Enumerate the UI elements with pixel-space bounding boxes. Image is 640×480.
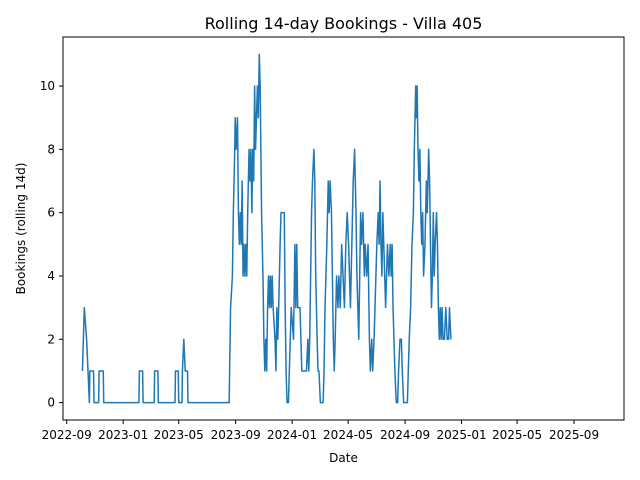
x-tick-label: 2023-01	[98, 428, 148, 442]
y-tick-label: 8	[47, 142, 55, 156]
x-tick-label: 2022-09	[42, 428, 92, 442]
x-tick-label: 2024-01	[267, 428, 317, 442]
x-tick-label: 2025-09	[549, 428, 599, 442]
series-line	[81, 53, 452, 404]
x-tick-label: 2024-05	[323, 428, 373, 442]
x-tick-label: 2025-05	[492, 428, 542, 442]
y-tick-label: 6	[47, 206, 55, 220]
plot-frame	[62, 36, 625, 421]
y-tick-label: 4	[47, 269, 55, 283]
x-tick-label: 2023-05	[154, 428, 204, 442]
x-tick-label: 2023-09	[211, 428, 261, 442]
y-tick-label: 2	[47, 332, 55, 346]
x-tick-label: 2024-09	[380, 428, 430, 442]
y-tick-label: 10	[40, 79, 55, 93]
y-axis-label: Bookings (rolling 14d)	[14, 163, 28, 295]
y-tick-label: 0	[47, 396, 55, 410]
y-axis: 0 2 4 6 8 10	[40, 79, 63, 410]
x-axis-label: Date	[329, 451, 358, 465]
x-tick-label: 2025-01	[436, 428, 486, 442]
chart-title: Rolling 14-day Bookings - Villa 405	[205, 14, 483, 33]
x-axis: 2022-09 2023-01 2023-05 2023-09 2024-01 2024-…	[42, 420, 599, 442]
plot-area	[81, 53, 452, 404]
